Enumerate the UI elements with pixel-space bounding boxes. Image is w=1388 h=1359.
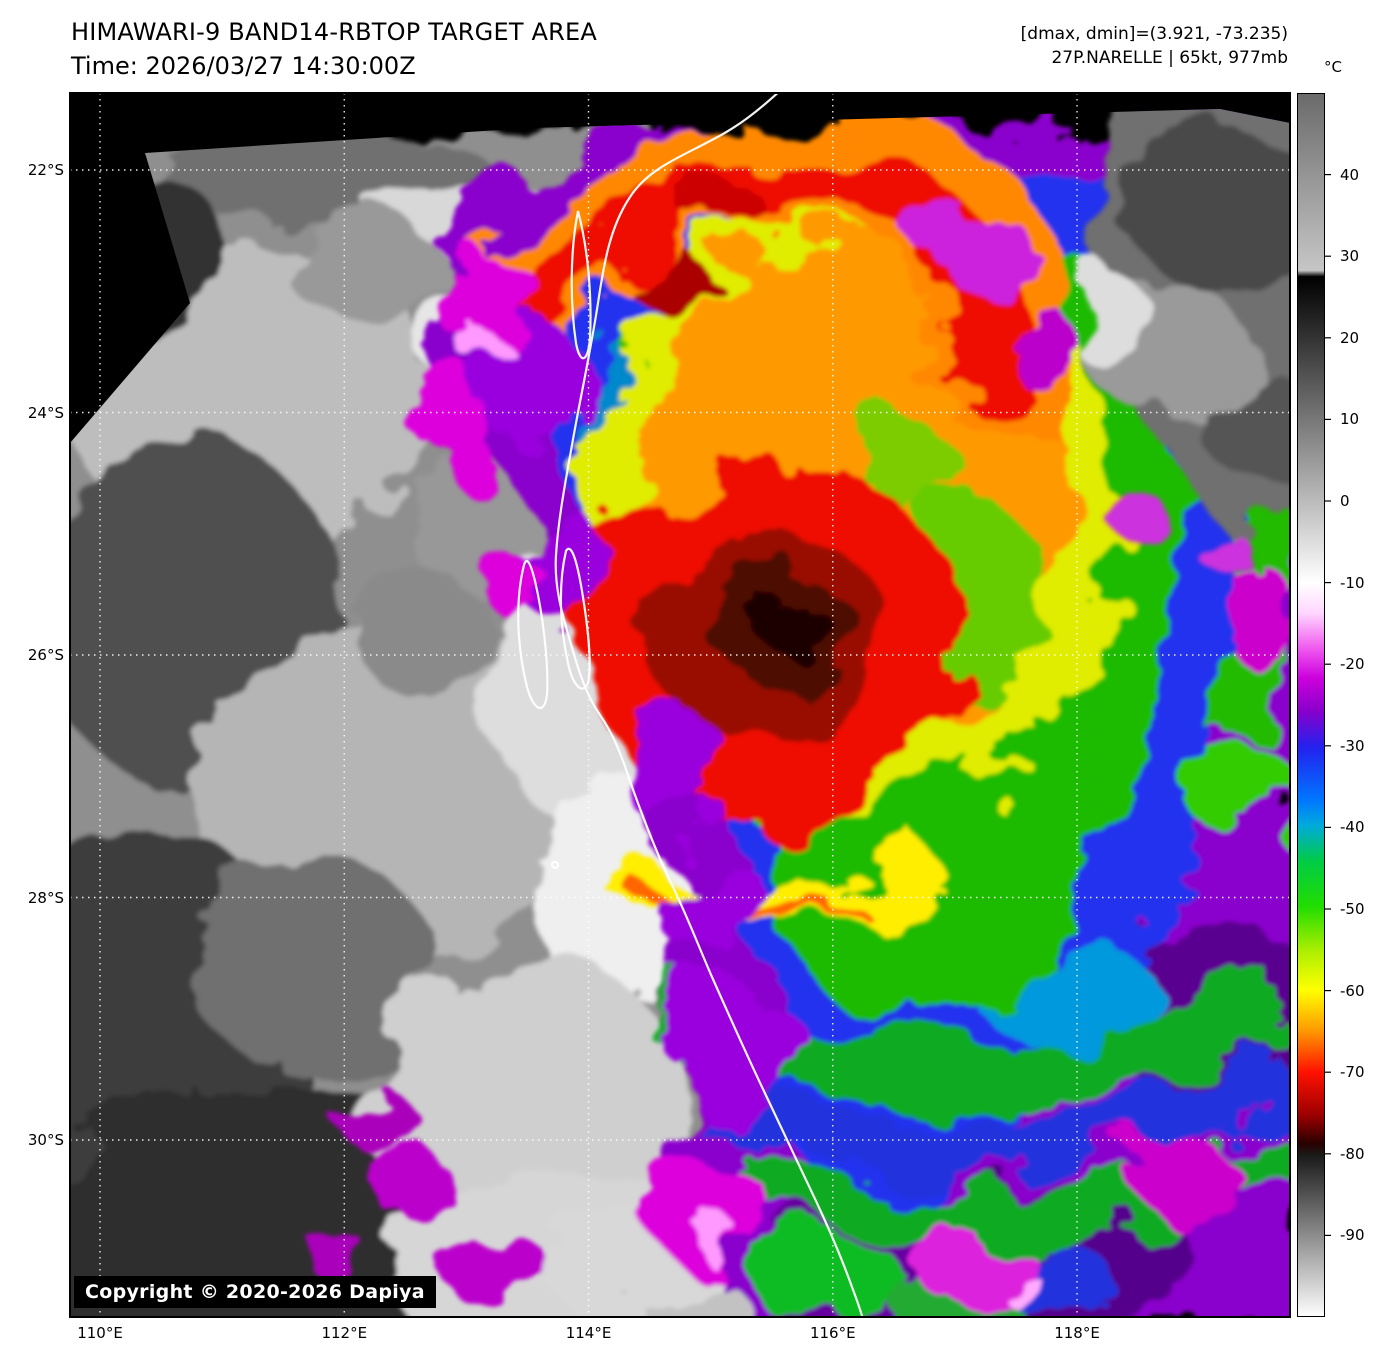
colorbar-tick-label: -70 — [1340, 1063, 1365, 1082]
product-time: Time: 2026/03/27 14:30:00Z — [71, 52, 416, 80]
colorbar — [1297, 93, 1331, 1317]
colorbar-tick-label: 0 — [1340, 492, 1350, 510]
colorbar-tick-label: -80 — [1340, 1144, 1365, 1163]
satellite-image — [70, 93, 1290, 1317]
lon-tick-label: 114°E — [565, 1324, 612, 1342]
coastline — [517, 93, 864, 1317]
lat-tick-label: 30°S — [27, 1131, 64, 1149]
colorbar-tick-label: -10 — [1340, 573, 1365, 592]
colorbar-frame — [1297, 93, 1325, 1317]
colorbar-tick-label: -90 — [1340, 1226, 1365, 1245]
lon-tick-label: 110°E — [77, 1324, 123, 1342]
lon-tick-label: 112°E — [321, 1324, 368, 1342]
colorbar-tick-label: 40 — [1340, 165, 1360, 184]
lat-tick-label: 28°S — [27, 888, 64, 907]
grid-lines — [70, 93, 1290, 1317]
cyclone-color-field — [293, 109, 1290, 1317]
northeast-gray-clouds — [1080, 109, 1290, 568]
lat-tick-label: 22°S — [27, 161, 64, 179]
colorbar-tick-label: -30 — [1340, 736, 1365, 755]
lon-tick-label: 118°E — [1054, 1324, 1100, 1342]
product-title: HIMAWARI-9 BAND14-RBTOP TARGET AREA — [71, 18, 598, 46]
colorbar-tick-label: 30 — [1340, 247, 1360, 266]
map-frame — [70, 93, 1290, 1317]
colorbar-tick-label: 10 — [1340, 410, 1360, 429]
storm-info: 27P.NARELLE | 65kt, 977mb — [1051, 48, 1288, 68]
colorbar-tick-label: -50 — [1340, 900, 1365, 918]
colorbar-tick-label: -60 — [1340, 981, 1365, 1000]
copyright-badge: Copyright © 2020-2026 Dapiya — [74, 1276, 436, 1308]
lat-tick-label: 24°S — [27, 403, 64, 422]
lat-tick-label: 26°S — [27, 646, 64, 664]
colorbar-tick-label: -40 — [1340, 818, 1365, 837]
lon-tick-label: 116°E — [809, 1324, 856, 1342]
colorbar-gradient — [1297, 93, 1325, 1317]
colorbar-unit-label: °C — [1324, 58, 1342, 76]
colorbar-tick-label: -20 — [1340, 655, 1365, 674]
dmax-dmin-readout: [dmax, dmin]=(3.921, -73.235) — [1020, 24, 1288, 44]
map-area: Copyright © 2020-2026 Dapiya — [69, 92, 1291, 1318]
colorbar-tick-label: 20 — [1340, 328, 1360, 347]
